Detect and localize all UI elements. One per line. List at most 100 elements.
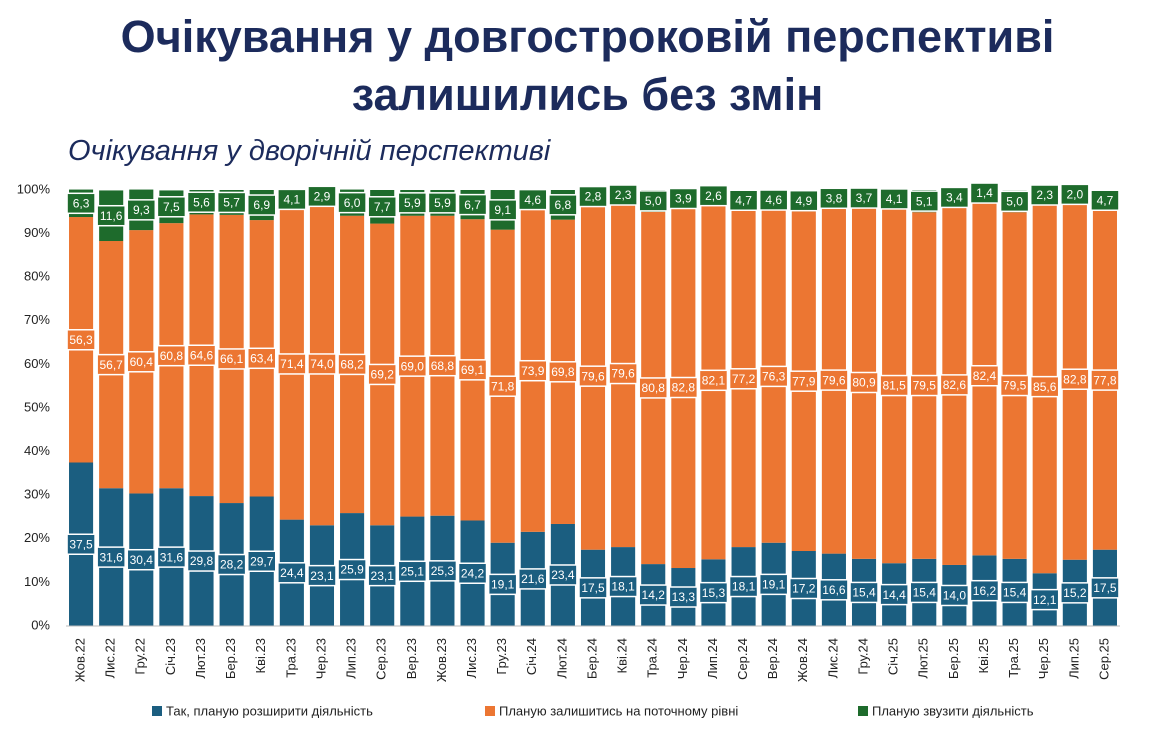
data-label-box xyxy=(216,553,247,576)
data-label-text: 5,7 xyxy=(223,196,240,210)
data-label-box xyxy=(608,362,638,385)
data-label-box xyxy=(487,199,518,221)
data-label-text: 4,9 xyxy=(795,194,812,208)
data-label: 9,3 xyxy=(126,199,157,221)
data-label: 79,6 xyxy=(819,369,849,391)
data-label-box xyxy=(126,199,157,221)
data-label-text: 73,9 xyxy=(521,364,545,378)
x-tick-label: Лют.24 xyxy=(554,638,569,679)
data-label-text: 9,3 xyxy=(133,203,150,217)
legend-label: Планую залишитись на поточному рівні xyxy=(499,703,738,718)
data-label: 2,3 xyxy=(608,184,638,206)
data-label-text: 7,7 xyxy=(374,200,391,214)
data-label-box xyxy=(728,189,759,211)
data-label: 31,6 xyxy=(156,546,187,568)
data-label-box xyxy=(819,369,849,391)
y-tick-label: 50% xyxy=(24,399,50,414)
data-label: 5,6 xyxy=(186,191,217,213)
data-label-text: 15,4 xyxy=(852,586,876,600)
data-label: 9,1 xyxy=(487,199,518,221)
data-label-text: 16,2 xyxy=(973,584,997,598)
data-label: 5,9 xyxy=(397,192,428,214)
data-label-text: 3,7 xyxy=(856,191,873,205)
data-label-box xyxy=(66,192,96,215)
legend-swatch xyxy=(485,706,495,716)
data-label-text: 23,4 xyxy=(551,568,575,582)
data-label: 74,0 xyxy=(307,353,337,375)
data-label-box xyxy=(337,558,367,581)
data-label-box xyxy=(1090,189,1120,211)
data-label: 15,3 xyxy=(698,581,729,604)
data-label: 31,6 xyxy=(96,546,126,568)
data-label-text: 17,5 xyxy=(1093,581,1117,595)
data-label-box xyxy=(1029,588,1060,611)
data-label-text: 5,6 xyxy=(193,195,210,209)
data-label-text: 68,8 xyxy=(431,359,455,373)
data-label-box xyxy=(457,193,488,216)
data-label: 16,6 xyxy=(819,579,849,601)
data-label: 3,8 xyxy=(819,187,849,210)
data-label: 82,8 xyxy=(1060,368,1090,390)
x-tick-label: Гру.24 xyxy=(855,638,870,675)
x-tick-label: Чер.25 xyxy=(1036,638,1051,679)
data-label-box xyxy=(96,546,126,568)
data-label-box xyxy=(367,196,397,218)
data-label-text: 5,0 xyxy=(1006,195,1023,209)
data-label: 4,9 xyxy=(789,189,819,212)
data-label-box xyxy=(999,190,1030,213)
x-tick-label: Гру.22 xyxy=(133,638,148,675)
data-label-text: 79,5 xyxy=(1003,379,1027,393)
data-label-text: 28,2 xyxy=(220,558,244,572)
data-label-box xyxy=(969,579,1000,602)
data-label-box xyxy=(246,194,277,216)
data-label-text: 82,6 xyxy=(943,378,967,392)
data-label-text: 4,1 xyxy=(284,193,301,207)
data-label: 60,8 xyxy=(156,344,187,367)
data-label: 69,2 xyxy=(367,363,397,386)
data-label: 56,3 xyxy=(66,329,96,351)
data-label-text: 6,7 xyxy=(464,198,481,212)
x-tick-label: Лип.25 xyxy=(1066,638,1081,679)
data-label-text: 63,4 xyxy=(250,351,274,365)
data-label-box xyxy=(277,188,307,211)
x-tick-label: Лют.23 xyxy=(193,638,208,679)
data-label-box xyxy=(578,185,608,208)
data-label-text: 29,7 xyxy=(250,554,274,568)
data-label-box xyxy=(126,548,157,571)
data-label-text: 82,4 xyxy=(973,369,997,383)
data-label: 60,4 xyxy=(126,351,157,373)
data-label-text: 23,1 xyxy=(310,569,334,583)
data-label-text: 79,6 xyxy=(611,367,635,381)
data-label: 23,1 xyxy=(307,564,337,587)
x-tick-label: Січ.23 xyxy=(163,638,178,675)
data-label-text: 6,0 xyxy=(344,196,361,210)
data-label-text: 6,8 xyxy=(555,198,572,212)
y-tick-label: 30% xyxy=(24,487,50,502)
x-tick-label: Гру.23 xyxy=(494,638,509,675)
data-label: 85,6 xyxy=(1029,375,1060,398)
data-label-box xyxy=(367,363,397,386)
data-label-text: 2,9 xyxy=(314,189,331,203)
data-label-text: 29,8 xyxy=(190,554,214,568)
data-label: 19,1 xyxy=(758,573,789,596)
data-label-box xyxy=(1060,582,1090,604)
data-label-text: 14,4 xyxy=(882,588,906,602)
data-label-text: 2,6 xyxy=(705,189,722,203)
data-label: 68,2 xyxy=(337,353,367,376)
data-label-text: 17,2 xyxy=(792,582,816,596)
data-label-box xyxy=(638,584,668,606)
data-label: 5,7 xyxy=(216,191,247,214)
data-label-box xyxy=(457,359,488,381)
data-label-text: 4,1 xyxy=(886,192,903,206)
x-tick-label: Бер.23 xyxy=(223,638,238,679)
data-label-text: 74,0 xyxy=(310,357,334,371)
legend-swatch xyxy=(858,706,868,716)
data-label-text: 15,3 xyxy=(702,586,726,600)
data-label: 19,1 xyxy=(487,573,518,596)
data-label: 71,8 xyxy=(487,375,518,397)
data-label-box xyxy=(548,361,578,383)
data-label-text: 5,9 xyxy=(404,196,421,210)
data-label-text: 56,7 xyxy=(99,358,123,372)
data-label-box xyxy=(156,196,187,218)
data-label-text: 77,2 xyxy=(732,372,756,386)
